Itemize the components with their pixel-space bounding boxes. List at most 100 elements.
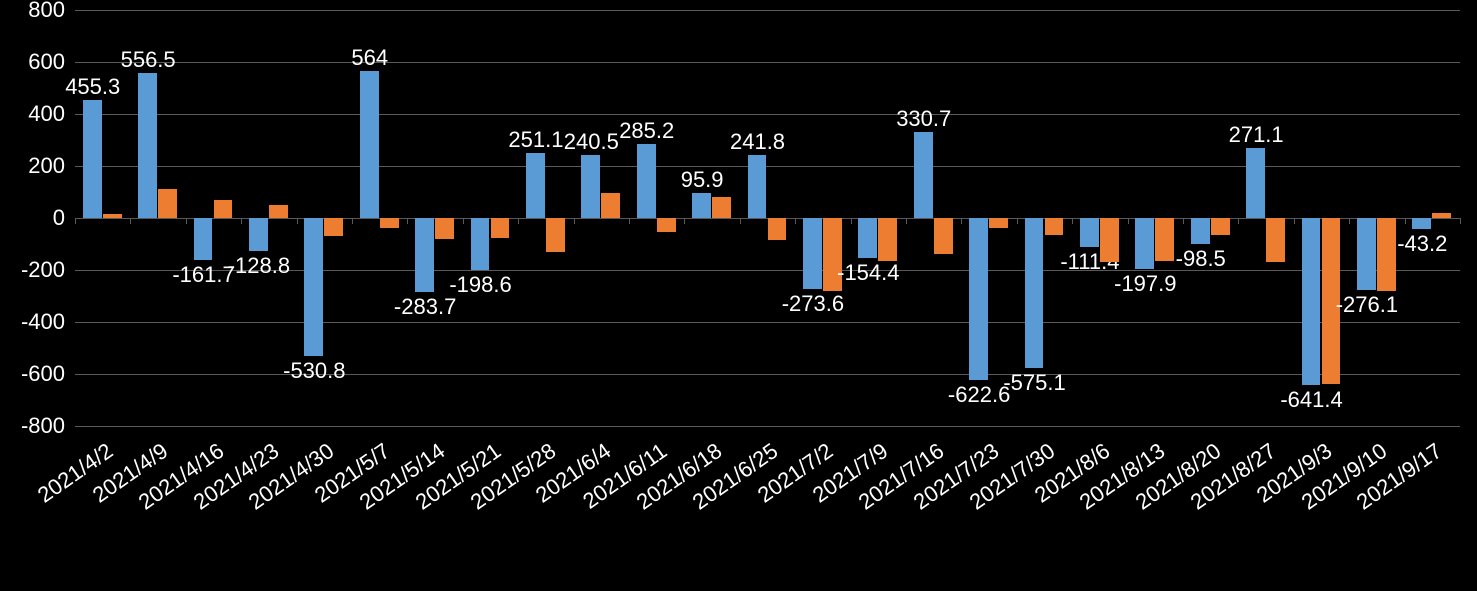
x-tick	[186, 218, 187, 224]
bar-series-a	[526, 153, 545, 218]
x-tick	[1294, 218, 1295, 224]
data-label: -530.8	[283, 358, 345, 384]
data-label: -128.8	[228, 253, 290, 279]
bar-series-a	[858, 218, 877, 258]
data-label: -273.6	[782, 291, 844, 317]
data-label: 455.3	[65, 74, 120, 100]
bar-series-a	[304, 218, 323, 356]
bar-series-a	[194, 218, 213, 260]
bar-series-b	[103, 214, 122, 218]
data-label: 330.7	[896, 106, 951, 132]
y-tick-label: -600	[0, 361, 65, 387]
x-tick	[297, 218, 298, 224]
data-label: 556.5	[121, 47, 176, 73]
y-tick-label: 0	[0, 205, 65, 231]
data-label: 285.2	[619, 118, 674, 144]
bar-series-b	[1377, 218, 1396, 291]
x-tick	[1072, 218, 1073, 224]
x-tick	[574, 218, 575, 224]
data-label: -198.6	[449, 272, 511, 298]
data-label: -283.7	[394, 294, 456, 320]
bar-series-a	[1302, 218, 1321, 385]
bar-series-b	[158, 189, 177, 218]
data-label: 251.1	[508, 127, 563, 153]
bar-series-b	[435, 218, 454, 239]
bar-series-a	[914, 132, 933, 218]
bar-series-b	[546, 218, 565, 252]
bar-series-a	[1412, 218, 1431, 229]
data-label: -161.7	[172, 262, 234, 288]
y-tick-label: 800	[0, 0, 65, 23]
bar-series-b	[989, 218, 1008, 228]
bar-series-b	[1155, 218, 1174, 261]
data-label: -641.4	[1280, 387, 1342, 413]
bar-series-b	[1432, 213, 1451, 218]
bar-series-a	[637, 144, 656, 218]
x-tick	[352, 218, 353, 224]
x-tick	[795, 218, 796, 224]
x-tick	[1183, 218, 1184, 224]
data-label: 271.1	[1229, 122, 1284, 148]
data-label: -575.1	[1003, 370, 1065, 396]
bar-series-a	[581, 155, 600, 218]
gridline	[75, 10, 1460, 11]
bar-series-a	[1246, 148, 1265, 218]
data-label: -276.1	[1336, 292, 1398, 318]
gridline	[75, 62, 1460, 63]
data-label: 241.8	[730, 129, 785, 155]
data-label: -98.5	[1176, 246, 1226, 272]
bar-series-b	[380, 218, 399, 228]
bar-series-a	[1135, 218, 1154, 269]
bar-series-a	[1191, 218, 1210, 244]
gridline	[75, 426, 1460, 427]
y-tick-label: 200	[0, 153, 65, 179]
x-tick	[463, 218, 464, 224]
data-label: -154.4	[837, 260, 899, 286]
x-tick	[1017, 218, 1018, 224]
bar-series-a	[83, 100, 102, 218]
x-tick	[1460, 218, 1461, 224]
y-tick-label: 400	[0, 101, 65, 127]
bar-series-b	[1100, 218, 1119, 262]
x-tick	[1405, 218, 1406, 224]
bar-series-b	[768, 218, 787, 240]
bar-series-a	[1080, 218, 1099, 247]
x-tick	[518, 218, 519, 224]
bar-series-a	[803, 218, 822, 289]
bar-series-b	[324, 218, 343, 236]
bar-series-b	[657, 218, 676, 232]
y-tick-label: -800	[0, 413, 65, 439]
bar-series-b	[601, 193, 620, 218]
gridline	[75, 114, 1460, 115]
bar-series-b	[491, 218, 510, 238]
bar-series-b	[1266, 218, 1285, 262]
bar-series-b	[712, 197, 731, 218]
bar-series-a	[748, 155, 767, 218]
data-label: 95.9	[681, 167, 724, 193]
gridline	[75, 322, 1460, 323]
bar-series-a	[415, 218, 434, 292]
x-tick	[740, 218, 741, 224]
y-tick-label: -400	[0, 309, 65, 335]
bar-series-a	[471, 218, 490, 270]
x-tick	[75, 218, 76, 224]
bar-series-a	[969, 218, 988, 380]
bar-series-b	[1045, 218, 1064, 235]
x-tick	[407, 218, 408, 224]
bar-series-a	[1025, 218, 1044, 368]
x-tick	[629, 218, 630, 224]
data-label: -622.6	[948, 382, 1010, 408]
x-tick	[906, 218, 907, 224]
bar-series-b	[1211, 218, 1230, 235]
bar-series-a	[1357, 218, 1376, 290]
x-tick	[851, 218, 852, 224]
bar-series-b	[934, 218, 953, 254]
bar-series-a	[138, 73, 157, 218]
data-label: -43.2	[1397, 231, 1447, 257]
bar-series-a	[692, 193, 711, 218]
x-tick	[130, 218, 131, 224]
bar-series-a	[360, 71, 379, 218]
data-label: 564	[351, 45, 388, 71]
x-tick	[1238, 218, 1239, 224]
bar-series-a	[249, 218, 268, 251]
